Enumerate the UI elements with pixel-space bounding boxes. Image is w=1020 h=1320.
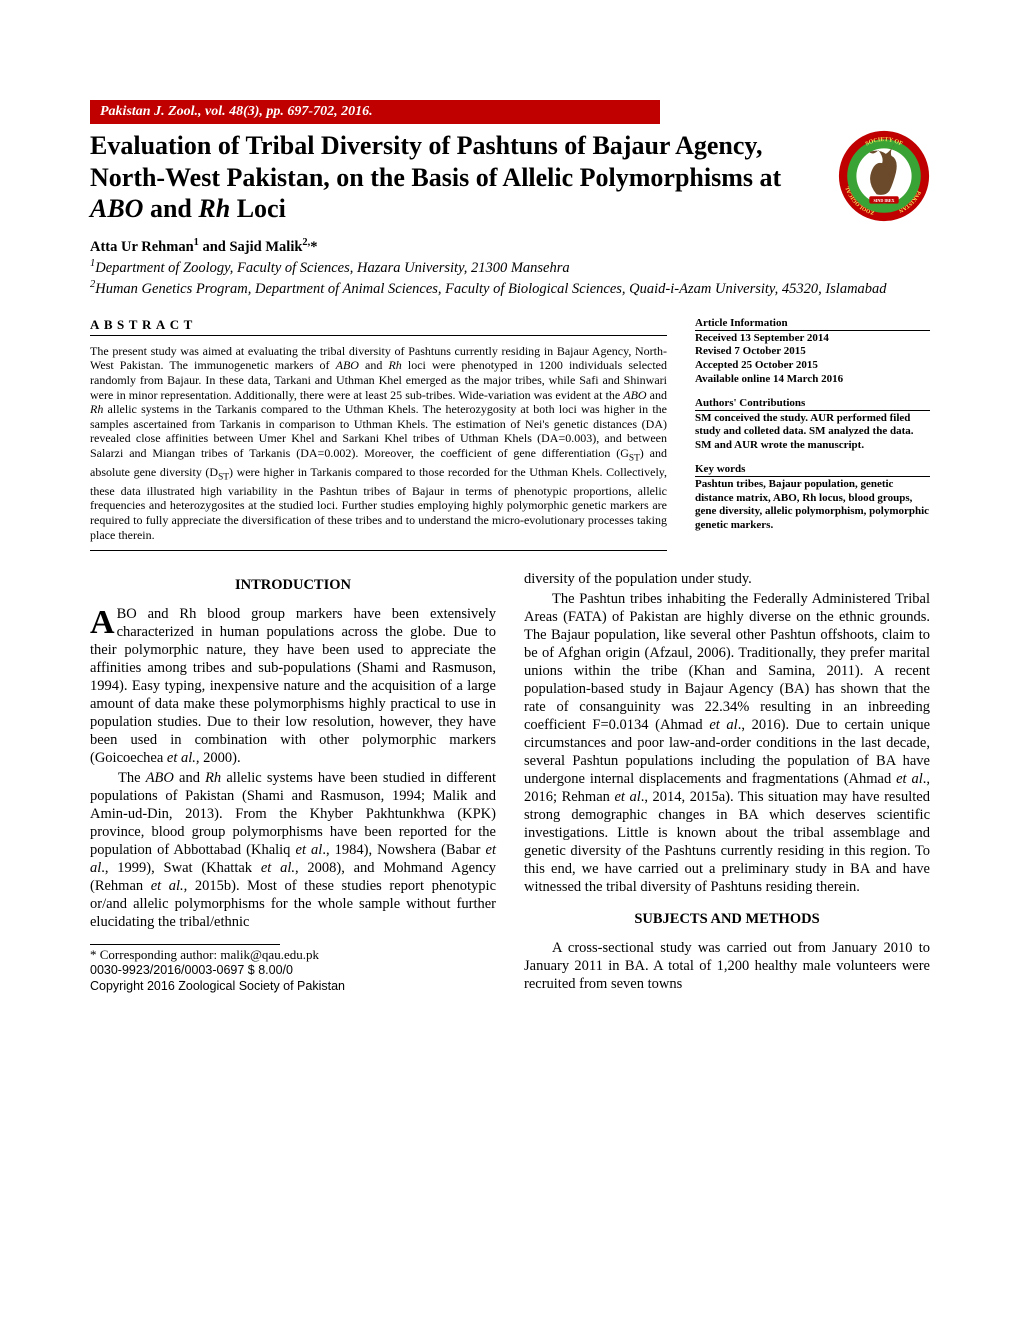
copyright: Copyright 2016 Zoological Society of Pak…	[90, 979, 496, 995]
revised-date: Revised 7 October 2015	[695, 345, 930, 359]
keywords-heading: Key words	[695, 463, 930, 475]
methods-paragraph-1: A cross-sectional study was carried out …	[524, 940, 930, 994]
col2-paragraph-1: The Pashtun tribes inhabiting the Federa…	[524, 591, 930, 896]
abstract-rule-bottom	[90, 550, 667, 551]
abstract-rule	[90, 335, 667, 336]
online-date: Available online 14 March 2016	[695, 373, 930, 387]
affiliation-1: 1Department of Zoology, Faculty of Scien…	[90, 257, 930, 277]
society-logo: SIND IBEX SOCIETY OF ZOOLOGICAL PAKISTAN	[838, 130, 930, 222]
received-date: Received 13 September 2014	[695, 332, 930, 346]
affiliation-2: 2Human Genetics Program, Department of A…	[90, 278, 930, 298]
issn-code: 0030-9923/2016/0003-0697 $ 8.00/0	[90, 963, 496, 979]
introduction-heading: INTRODUCTION	[90, 577, 496, 594]
footnote-separator	[90, 944, 280, 945]
accepted-date: Accepted 25 October 2015	[695, 359, 930, 373]
svg-text:SIND IBEX: SIND IBEX	[874, 198, 895, 203]
info-rule	[695, 476, 930, 477]
corresponding-author: * Corresponding author: malik@qau.edu.pk	[90, 947, 496, 963]
col2-continuation: diversity of the population under study.	[524, 571, 930, 589]
contributions-heading: Authors' Contributions	[695, 397, 930, 409]
info-rule	[695, 410, 930, 411]
journal-citation: Pakistan J. Zool., vol. 48(3), pp. 697-7…	[90, 100, 660, 124]
abstract-heading: ABSTRACT	[90, 317, 667, 333]
methods-heading: SUBJECTS AND METHODS	[524, 911, 930, 928]
contributions-text: SM conceived the study. AUR performed fi…	[695, 412, 930, 453]
intro-paragraph-1: ABO and Rh blood group markers have been…	[90, 606, 496, 768]
authors: Atta Ur Rehman1 and Sajid Malik2,*	[90, 237, 930, 256]
info-rule	[695, 330, 930, 331]
abstract-text: The present study was aimed at evaluatin…	[90, 344, 667, 542]
keywords-text: Pashtun tribes, Bajaur population, genet…	[695, 478, 930, 533]
article-info-heading: Article Information	[695, 317, 930, 329]
paper-title: Evaluation of Tribal Diversity of Pashtu…	[90, 130, 838, 225]
intro-paragraph-2: The ABO and Rh allelic systems have been…	[90, 770, 496, 932]
